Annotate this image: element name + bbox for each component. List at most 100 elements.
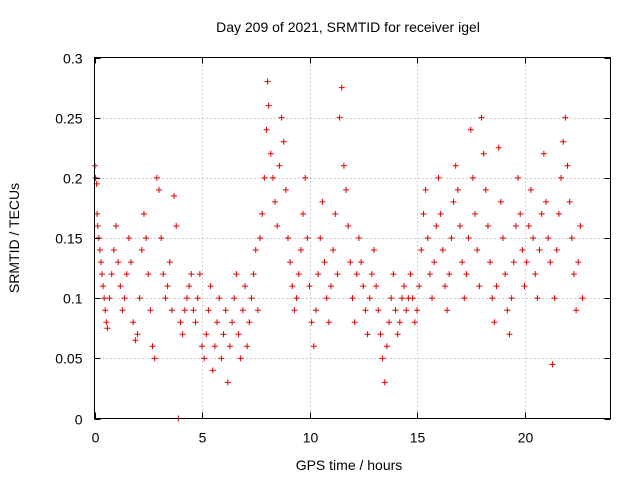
data-point <box>196 271 203 278</box>
data-point <box>183 295 190 302</box>
y-tick-label: 0.2 <box>63 171 83 187</box>
data-point <box>570 271 577 278</box>
data-point <box>312 307 319 314</box>
data-point <box>429 295 436 302</box>
data-point <box>504 307 511 314</box>
data-point <box>355 235 362 241</box>
data-point <box>517 210 524 217</box>
data-point <box>330 247 337 254</box>
data-point <box>229 319 236 326</box>
data-point <box>235 331 242 338</box>
data-point <box>500 235 506 241</box>
data-point <box>319 198 326 205</box>
data-point <box>390 271 397 278</box>
data-point <box>115 259 122 266</box>
data-point <box>140 210 147 217</box>
data-point <box>452 162 459 169</box>
data-point <box>216 295 223 302</box>
data-point <box>551 295 558 302</box>
y-tick-label: 0.3 <box>63 51 83 67</box>
data-point <box>414 307 420 314</box>
data-point <box>214 319 221 326</box>
data-point <box>295 271 302 278</box>
data-point <box>125 235 132 241</box>
data-point <box>381 379 388 386</box>
data-point <box>207 283 214 290</box>
y-tick-label: 0.1 <box>63 291 83 307</box>
data-point <box>123 271 130 278</box>
data-point <box>218 355 225 362</box>
data-point <box>437 210 444 217</box>
data-point <box>568 235 575 241</box>
x-tick-label: 5 <box>199 430 207 446</box>
data-point <box>360 283 367 290</box>
data-point <box>454 186 461 193</box>
data-point <box>371 247 377 254</box>
y-tick-label: 0.15 <box>55 231 82 247</box>
data-point <box>220 331 227 338</box>
data-point <box>119 307 126 314</box>
data-point <box>205 307 212 314</box>
data-point <box>553 247 560 254</box>
data-point <box>396 319 403 326</box>
data-point <box>269 174 276 181</box>
data-point <box>147 307 154 314</box>
data-point <box>338 84 345 91</box>
data-point <box>401 283 408 290</box>
data-point <box>416 283 423 290</box>
data-point <box>469 174 476 181</box>
data-point <box>265 102 272 109</box>
data-point <box>495 144 502 151</box>
data-point <box>336 114 343 121</box>
data-point <box>480 150 487 157</box>
data-point <box>349 295 356 302</box>
data-point <box>506 331 513 338</box>
data-point <box>226 343 233 350</box>
data-point <box>441 283 448 290</box>
data-point <box>465 235 472 241</box>
data-point <box>315 271 322 278</box>
data-point <box>203 331 210 338</box>
data-point <box>540 150 547 157</box>
x-tick-label: 0 <box>92 430 100 446</box>
data-point <box>287 259 294 266</box>
data-point <box>562 114 569 121</box>
x-tick-label: 10 <box>303 430 319 446</box>
data-point <box>478 114 485 121</box>
data-point <box>264 78 271 85</box>
data-point <box>538 210 545 217</box>
data-point <box>502 271 509 278</box>
data-point <box>424 235 431 241</box>
data-point <box>181 307 188 314</box>
data-point <box>555 210 562 217</box>
data-point <box>407 271 414 278</box>
data-point <box>274 222 281 229</box>
data-point <box>106 295 113 302</box>
data-point <box>239 307 246 314</box>
data-point <box>467 126 474 133</box>
data-point <box>573 307 580 314</box>
data-point <box>525 222 532 229</box>
data-point <box>285 235 291 241</box>
y-tick-label: 0.25 <box>55 111 82 127</box>
data-point <box>530 235 537 241</box>
data-point <box>377 331 384 338</box>
data-point <box>426 271 433 278</box>
data-point <box>158 235 165 241</box>
data-point <box>332 210 339 217</box>
data-point <box>96 247 103 254</box>
data-point <box>297 247 304 254</box>
data-point <box>263 126 270 133</box>
data-point <box>422 186 429 193</box>
data-point <box>386 319 393 326</box>
data-point <box>173 222 180 229</box>
data-point <box>143 235 150 241</box>
x-axis-label: GPS time / hours <box>296 457 403 473</box>
data-point <box>366 295 373 302</box>
y-axis-label: SRMTID / TECUs <box>6 183 22 293</box>
data-point <box>261 174 268 181</box>
data-point <box>242 283 248 290</box>
data-point <box>166 259 173 266</box>
data-point <box>304 235 311 241</box>
